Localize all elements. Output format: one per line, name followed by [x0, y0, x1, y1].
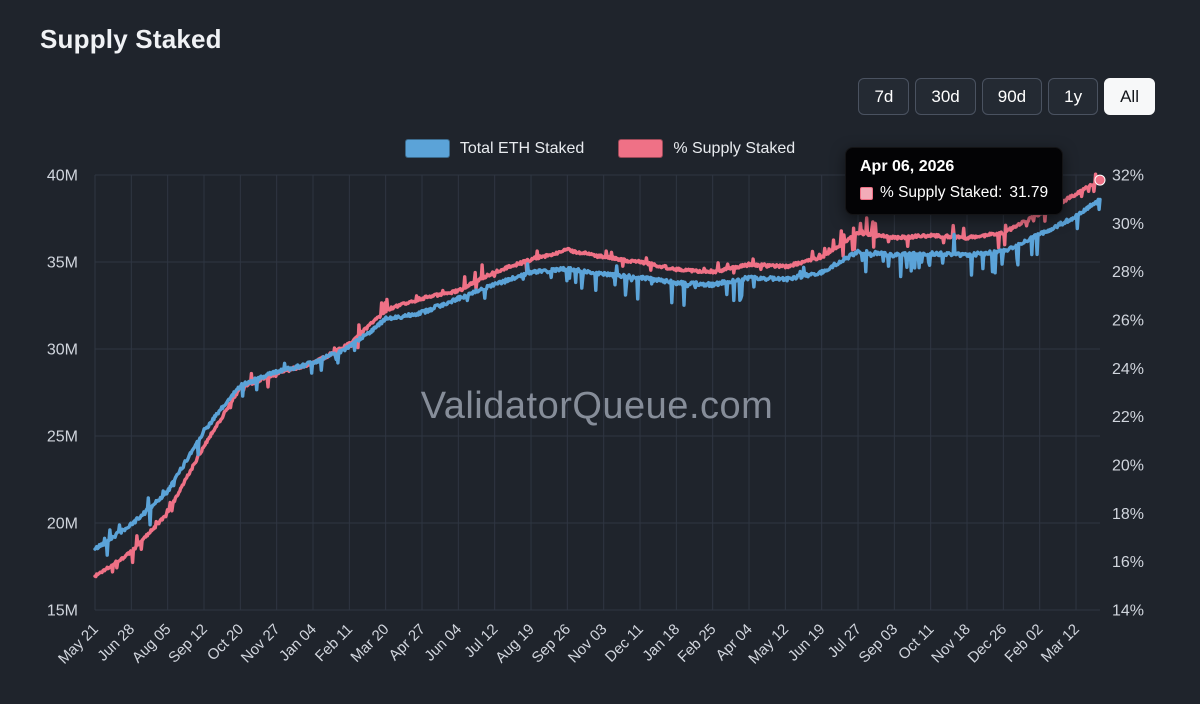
range-button-1y[interactable]: 1y [1048, 78, 1099, 115]
svg-text:30%: 30% [1112, 216, 1144, 233]
svg-text:30M: 30M [47, 342, 78, 359]
svg-text:40M: 40M [47, 168, 78, 185]
svg-text:16%: 16% [1112, 554, 1144, 571]
svg-text:Aug 19: Aug 19 [492, 621, 538, 667]
svg-text:Sep 03: Sep 03 [856, 621, 902, 667]
svg-text:22%: 22% [1112, 409, 1144, 426]
svg-text:Nov 18: Nov 18 [928, 621, 974, 667]
svg-text:Feb 25: Feb 25 [674, 621, 719, 666]
series-line-percent-supply-staked[interactable] [93, 172, 1102, 579]
tooltip-date: Apr 06, 2026 [860, 158, 955, 175]
svg-text:24%: 24% [1112, 361, 1144, 378]
legend-item-total-eth-staked[interactable]: Total ETH Staked [404, 139, 585, 158]
svg-text:Mar 20: Mar 20 [347, 621, 392, 666]
svg-text:Jun 19: Jun 19 [785, 621, 829, 665]
legend-label-total-eth-staked: Total ETH Staked [459, 139, 585, 157]
y-axis-right-labels: 32% 30% 28% 26% 24% 22% 20% 18% 16% 14% [1112, 168, 1144, 620]
svg-text:Feb 11: Feb 11 [312, 621, 356, 665]
page-title: Supply Staked [40, 24, 222, 54]
range-button-30d[interactable]: 30d [915, 78, 976, 115]
svg-text:Aug 05: Aug 05 [129, 621, 175, 667]
range-button-90d[interactable]: 90d [981, 78, 1043, 115]
svg-text:Jun 04: Jun 04 [421, 621, 465, 665]
range-button-7d[interactable]: 7d [858, 78, 910, 115]
svg-text:Mar 12: Mar 12 [1038, 621, 1083, 666]
svg-text:Dec 11: Dec 11 [602, 621, 647, 666]
svg-text:Jan 18: Jan 18 [639, 621, 683, 665]
svg-text:Jan 04: Jan 04 [276, 621, 320, 665]
range-button-all[interactable]: All [1104, 78, 1155, 115]
chart-tooltip: Apr 06, 2026 % Supply Staked: 31.79 [845, 147, 1064, 215]
svg-text:Sep 26: Sep 26 [529, 621, 575, 667]
svg-text:20M: 20M [47, 516, 78, 533]
chart-legend: Total ETH Staked % Supply Staked [0, 139, 1200, 158]
legend-label-percent-supply-staked: % Supply Staked [673, 139, 796, 157]
y-axis-left-labels: 40M 35M 30M 25M 20M 15M [47, 168, 78, 620]
svg-text:Apr 27: Apr 27 [386, 621, 429, 664]
svg-text:Feb 02: Feb 02 [1001, 621, 1046, 666]
svg-text:35M: 35M [47, 255, 78, 272]
svg-text:Nov 03: Nov 03 [565, 621, 611, 667]
svg-text:20%: 20% [1112, 458, 1144, 475]
legend-swatch-pink [618, 139, 664, 158]
series-line-total-eth-staked[interactable] [93, 197, 1102, 557]
svg-text:32%: 32% [1112, 168, 1144, 185]
svg-text:15M: 15M [47, 603, 78, 620]
tooltip-series-label: % Supply Staked: [880, 184, 1003, 201]
svg-text:Sep 12: Sep 12 [165, 621, 211, 667]
svg-text:Dec 26: Dec 26 [965, 621, 1011, 667]
legend-swatch-blue [404, 139, 450, 158]
legend-item-percent-supply-staked[interactable]: % Supply Staked [618, 139, 795, 158]
time-range-selector: 7d 30d 90d 1y All [858, 78, 1155, 115]
svg-text:18%: 18% [1112, 506, 1144, 523]
svg-text:26%: 26% [1112, 313, 1144, 330]
svg-text:Nov 27: Nov 27 [238, 621, 284, 667]
tooltip-series-row: % Supply Staked: 31.79 [860, 184, 1048, 202]
supply-staked-chart[interactable]: 40M 35M 30M 25M 20M 15M 32% 30% 28% 26% 24% 22% 20% 1… [0, 140, 1200, 704]
watermark: ValidatorQueue.com [420, 385, 774, 427]
tooltip-value: 31.79 [1009, 184, 1049, 201]
svg-text:14%: 14% [1112, 603, 1144, 620]
svg-text:28%: 28% [1112, 264, 1144, 281]
svg-text:May 21: May 21 [55, 621, 102, 668]
svg-text:May 12: May 12 [745, 621, 792, 668]
hover-point-marker [1094, 174, 1106, 186]
svg-text:25M: 25M [47, 429, 78, 446]
tooltip-swatch-pink [860, 186, 873, 200]
